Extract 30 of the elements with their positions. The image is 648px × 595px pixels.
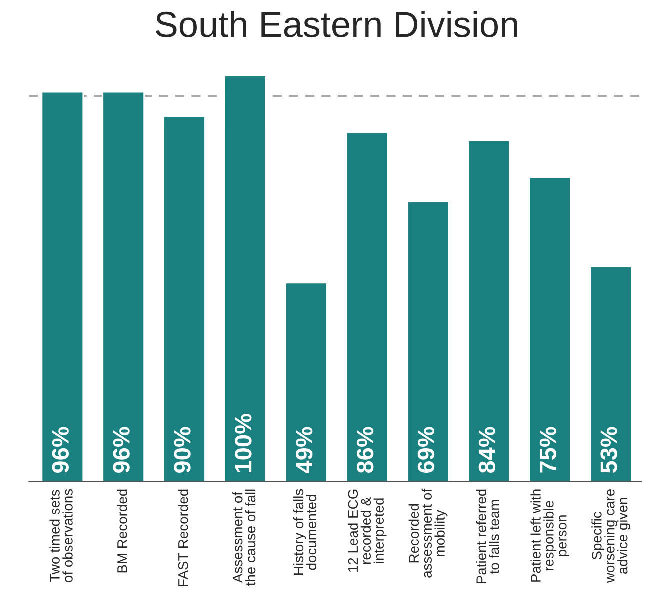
data-label: 100% <box>235 414 252 472</box>
x-tick-label: BM Recorded <box>117 490 128 573</box>
x-tick-label: 12 Lead ECG recorded & interpreted <box>348 490 387 572</box>
x-tick-label: Recorded assessment of mobility <box>408 488 448 578</box>
data-label: 96% <box>52 427 70 474</box>
bar <box>528 176 572 482</box>
x-tick-label: Patient left with responsible person <box>530 490 570 582</box>
bar <box>406 200 450 482</box>
x-tick-label: History of falls documented <box>293 489 317 575</box>
x-tick-label: Assessment of the cause of fall <box>232 490 256 586</box>
bar <box>346 132 389 482</box>
bar <box>163 116 206 482</box>
bar <box>284 282 328 482</box>
x-tick-label: Two timed sets of observations <box>50 489 73 582</box>
data-label: 75% <box>540 427 556 473</box>
data-label: 96% <box>113 427 130 474</box>
chart-title: South Eastern Division <box>156 10 518 38</box>
bar <box>590 266 632 482</box>
data-label: 69% <box>418 427 435 473</box>
data-label: 90% <box>174 427 191 474</box>
bar <box>41 91 84 482</box>
bar <box>468 140 511 482</box>
bar <box>224 75 267 482</box>
data-label: 53% <box>600 427 618 474</box>
x-tick-label: FAST Recorded <box>178 490 188 586</box>
data-label: 49% <box>296 427 313 474</box>
data-label: 84% <box>478 427 496 474</box>
bar <box>102 91 146 482</box>
data-label: 86% <box>356 427 374 474</box>
x-tick-label: Specific worsening care advice given <box>592 490 630 584</box>
